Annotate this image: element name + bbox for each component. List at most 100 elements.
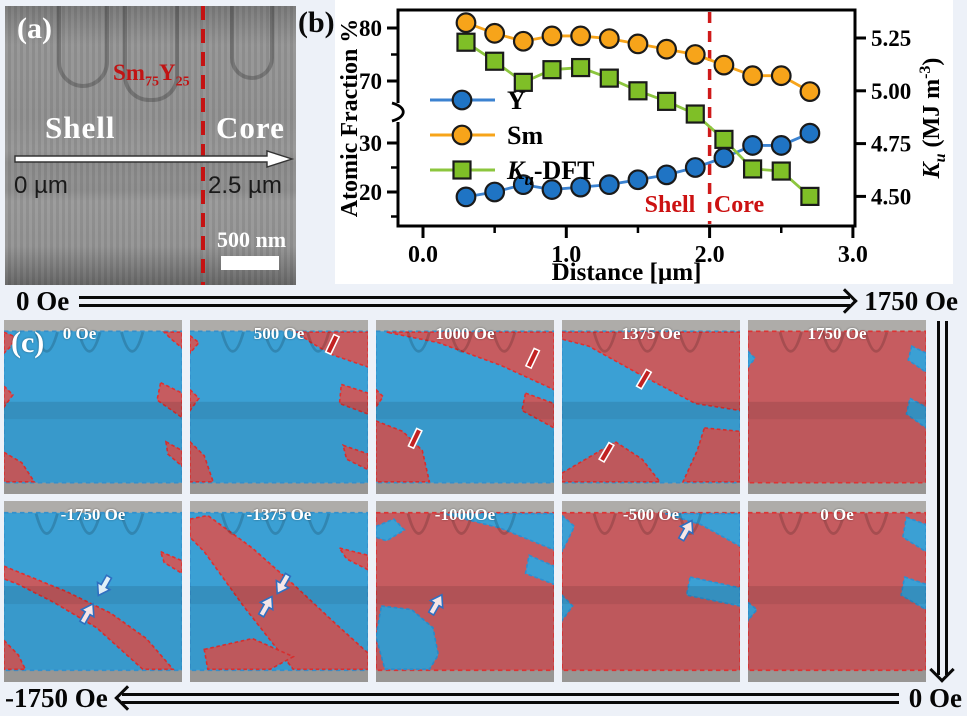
red-domain-region: [376, 388, 385, 409]
domain-wall-marker: [275, 572, 292, 595]
domain-overlay: [376, 501, 554, 682]
shell-core-divider-line: [201, 6, 205, 285]
tile-field-label: 500 Oe: [253, 324, 305, 343]
red-domain-region: [190, 334, 201, 355]
shell-annotation: Shell: [645, 192, 696, 218]
data-point-Y: [713, 147, 735, 169]
data-point-Y: [512, 174, 534, 196]
domain-wall-marker: [598, 441, 615, 463]
legend-marker: [452, 160, 472, 180]
blue-domain-region: [562, 593, 574, 622]
domain-overlay: [4, 501, 182, 682]
blue-domain-region: [524, 554, 554, 586]
sweep-arrowhead-right: [832, 288, 858, 314]
red-domain-region: [159, 550, 182, 575]
sweep-arrow-shaft: [121, 692, 899, 704]
tile-field-label: 0 Oe: [820, 505, 854, 524]
data-point-Ku-DFT: [628, 81, 648, 101]
sweep-arrow-shaft: [79, 295, 851, 307]
tile-field-label: -1375 Oe: [246, 505, 312, 524]
domain-image-tile: -500 Oe: [562, 501, 740, 682]
data-point-Sm: [455, 12, 477, 34]
domain-overlay: [748, 501, 926, 682]
data-point-Y: [570, 176, 592, 198]
right-tick-label: 4.50: [871, 184, 911, 209]
data-point-Sm: [742, 65, 763, 87]
sweep-start-label: 0 Oe: [16, 285, 70, 316]
red-domain-region: [4, 639, 27, 671]
tile-field-label: 1750 Oe: [807, 324, 867, 343]
domain-wall-marker: [324, 333, 341, 356]
dual-axis-line-chart: 80 70 30 20 5.25 5.00 4.75 4.50 0.0 1.0 2.0 3.0 Dist…: [337, 8, 949, 286]
tile-field-label: 1000 Oe: [435, 324, 495, 343]
domain-overlay: [190, 501, 368, 682]
blue-domain-region: [376, 605, 440, 671]
distance-start-label: 0 µm: [14, 172, 68, 199]
domain-wall-marker: [257, 595, 274, 618]
tile-field-label: -500 Oe: [622, 505, 680, 524]
data-point-Ku-DFT: [657, 91, 677, 111]
domain-overlay: [562, 320, 740, 494]
domain-wall-marker: [677, 519, 694, 542]
data-point-Ku-DFT: [685, 104, 705, 124]
data-point-Ku-DFT: [485, 51, 505, 71]
red-domain-region: [190, 388, 200, 412]
data-point-Ku-DFT: [542, 60, 562, 80]
data-point-Ku-DFT: [714, 129, 734, 149]
red-domain-region: [203, 637, 296, 671]
data-point-Y: [770, 135, 792, 156]
tile-field-label: -1750 Oe: [60, 505, 126, 524]
x-tick-label: 1.0: [551, 242, 581, 268]
red-domain-region: [521, 392, 554, 429]
data-point-Ku-DFT: [599, 68, 619, 88]
domain-wall-marker: [96, 574, 113, 597]
data-point-Ku-DFT: [742, 159, 763, 179]
data-point-Sm: [684, 44, 706, 65]
sweep-arrowhead-left: [114, 685, 140, 711]
tem-texture: [57, 6, 109, 88]
core-annotation: Core: [714, 192, 765, 218]
domain-image-tile: -1375 Oe: [190, 501, 368, 682]
blue-domain-region: [901, 516, 926, 553]
domain-image-tile: -1750 Oe: [4, 501, 182, 682]
data-point-Sm: [770, 65, 792, 87]
shell-label: Shell: [45, 110, 116, 145]
sweep-end-label: 1750 Oe: [864, 285, 958, 316]
red-domain-region: [341, 444, 368, 471]
data-point-Ku-DFT: [800, 186, 820, 206]
axis-break-marker: [391, 101, 405, 123]
legend-label-Sm: Sm: [507, 121, 543, 150]
red-domain-region: [386, 331, 554, 391]
data-point-Ku-DFT: [571, 57, 591, 78]
red-domain-region: [338, 383, 368, 415]
legend-label-Y: Y: [507, 86, 526, 115]
domain-image-tile: 0 Oe (c): [4, 320, 182, 494]
domain-overlay: [748, 320, 926, 494]
data-point-Y: [656, 164, 678, 186]
domain-overlay: [4, 320, 182, 494]
blue-domain-region: [685, 576, 740, 607]
sweep-start-label: 0 Oe: [908, 682, 962, 713]
data-point-Sm: [656, 38, 678, 60]
data-point-Ku-DFT: [456, 32, 476, 52]
blue-domain-region: [562, 514, 576, 553]
legend-marker: [451, 124, 473, 146]
sweep-arrow-shaft: [936, 321, 948, 675]
right-field-sweep-arrow: [929, 321, 955, 683]
composition-annotation: Sm75Y25: [113, 60, 190, 90]
red-domain-region: [376, 420, 431, 483]
domain-wall-marker: [524, 347, 541, 370]
data-point-Y: [627, 169, 649, 191]
tile-field-label: 1375 Oe: [621, 324, 681, 343]
left-tick-label: 20: [359, 180, 382, 205]
x-tick-label: 0.0: [408, 242, 438, 268]
left-axis-title: Atomic Fraction %: [337, 19, 363, 218]
domain-image-tile: 1000 Oe: [376, 320, 554, 494]
panel-a-label: (a): [17, 12, 52, 45]
core-label: Core: [216, 110, 285, 145]
red-domain-region: [4, 385, 14, 409]
tile-field-label: -1000Oe: [434, 505, 496, 524]
red-domain-region: [162, 331, 182, 349]
tile-field-label: 0 Oe: [62, 324, 97, 343]
right-tick-label: 4.75: [871, 132, 911, 157]
